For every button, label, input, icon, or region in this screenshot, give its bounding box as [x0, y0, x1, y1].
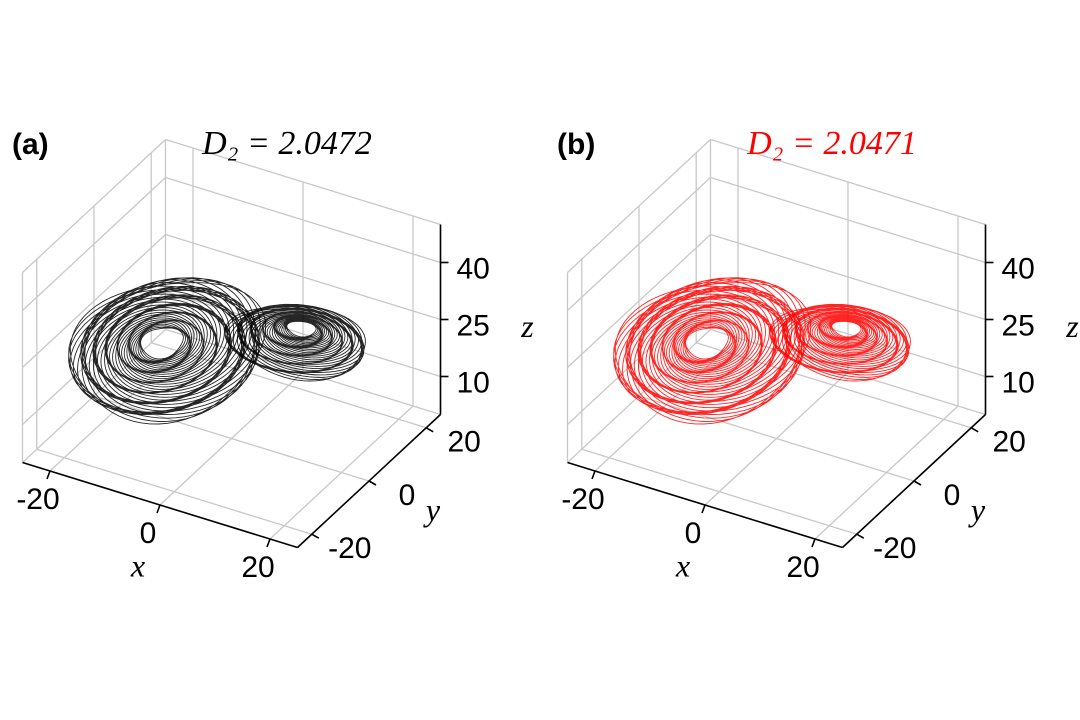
x-tick-label: 20: [786, 551, 819, 584]
panel: -20 0 20 -20 0 20 10 25 40 x y z (b) D₂ = 2.0471: [557, 125, 1079, 584]
grid-line: [165, 176, 441, 264]
z-axis-label: z: [1065, 308, 1079, 344]
x-axis-label: x: [675, 547, 690, 583]
grid-line: [165, 290, 441, 378]
y-tick: [368, 480, 377, 486]
chart-title: D₂ = 2.0472: [201, 125, 372, 162]
x-tick-label: -20: [561, 483, 604, 516]
x-tick: [591, 470, 596, 480]
z-tick-label: 40: [1002, 252, 1035, 285]
x-tick-label: 20: [241, 551, 274, 584]
grid-line: [567, 177, 711, 311]
attractor-trajectory: [769, 303, 911, 382]
y-tick-label: 20: [993, 426, 1026, 459]
grid-line: [36, 448, 312, 535]
grid-line: [710, 290, 986, 378]
x-tick-label: 0: [685, 517, 702, 550]
y-tick-label: 20: [448, 426, 481, 459]
x-axis-label: x: [130, 547, 145, 583]
y-axis-label: y: [968, 491, 986, 527]
attractor-trajectory: [68, 277, 267, 425]
x-tick-label: -20: [16, 483, 59, 516]
y-tick-label: 0: [399, 479, 416, 512]
y-axis-label: y: [423, 491, 441, 527]
attractor-trajectory: [224, 303, 366, 382]
x-tick-label: 0: [140, 517, 157, 550]
grid-line: [710, 176, 986, 264]
grid-line: [22, 177, 166, 311]
y-tick: [970, 427, 979, 433]
y-tick: [311, 533, 320, 539]
grid-line: [581, 448, 857, 535]
panel-label: (a): [12, 128, 49, 161]
grid-line: [638, 395, 915, 482]
grid-line: [165, 233, 441, 321]
x-tick: [701, 504, 706, 514]
y-tick: [425, 427, 434, 433]
z-axis-label: z: [520, 308, 534, 344]
x-tick: [266, 538, 271, 548]
attractor-trajectory: [613, 277, 812, 425]
z-tick-label: 25: [457, 309, 490, 342]
z-tick-label: 40: [457, 252, 490, 285]
y-tick: [913, 480, 922, 486]
grid-line: [22, 234, 166, 368]
y-tick: [856, 533, 865, 539]
y-tick-label: -20: [328, 532, 371, 565]
z-tick-label: 10: [1002, 366, 1035, 399]
x-tick: [156, 504, 161, 514]
grid-line: [93, 395, 370, 482]
panel: -20 0 20 -20 0 20 10 25 40 x y z (a) D₂ = 2.0472: [12, 125, 534, 584]
y-tick-label: -20: [873, 532, 916, 565]
panel-label: (b): [557, 128, 595, 161]
y-tick-label: 0: [944, 479, 961, 512]
grid-line: [567, 234, 711, 368]
z-tick-label: 10: [457, 366, 490, 399]
x-tick: [811, 538, 816, 548]
chart-title: D₂ = 2.0471: [746, 125, 917, 162]
z-tick-label: 25: [1002, 309, 1035, 342]
x-tick: [46, 470, 51, 480]
grid-line: [710, 233, 986, 321]
